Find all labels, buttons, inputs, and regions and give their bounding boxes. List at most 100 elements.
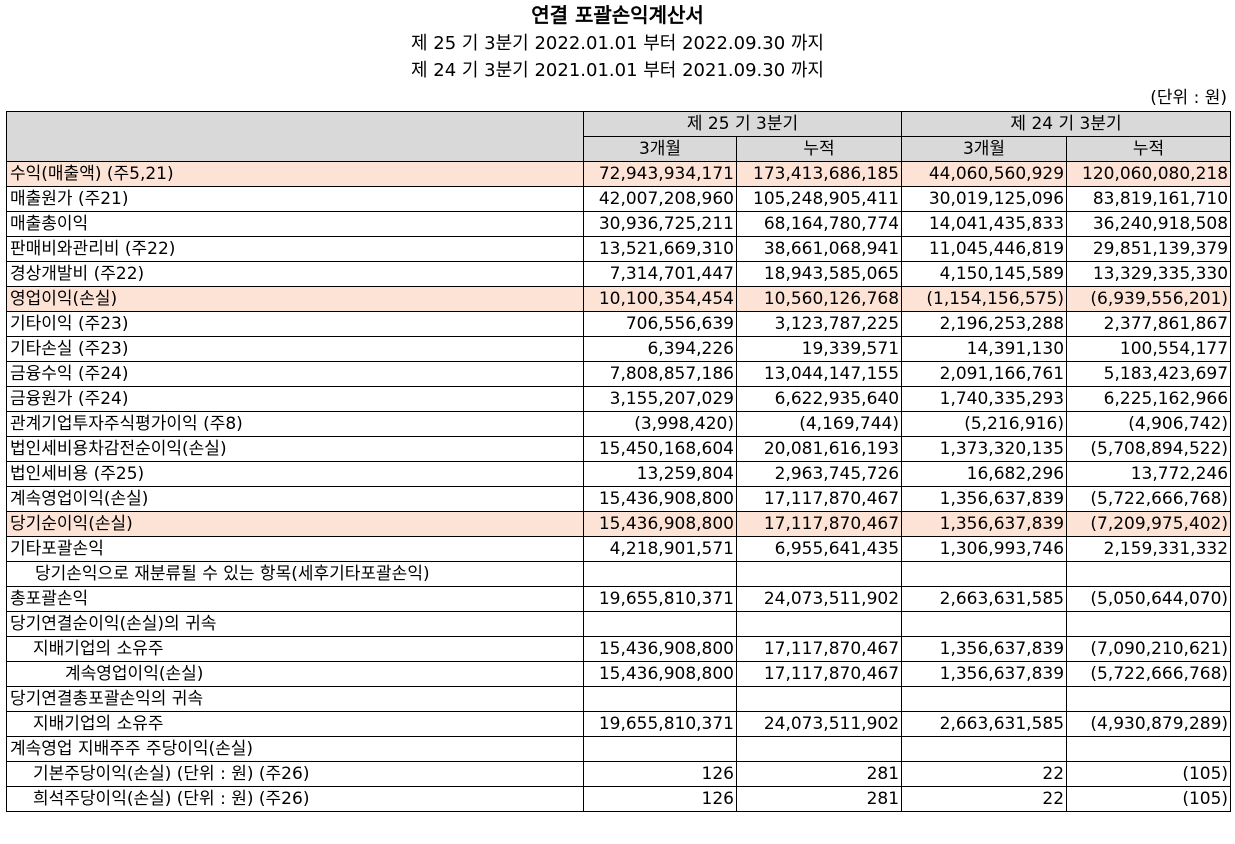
row-value: 19,655,810,371 — [583, 586, 737, 612]
row-value — [1066, 736, 1232, 762]
row-value: 4,218,901,571 — [583, 536, 737, 562]
table-row: 기본주당이익(손실) (단위 : 원) (주26) 126 281 22 (105) — [6, 761, 1232, 787]
row-label: 희석주당이익(손실) (단위 : 원) (주26) — [6, 786, 584, 812]
row-value: 281 — [735, 786, 903, 812]
row-label: 법인세비용 (주25) — [6, 461, 584, 487]
row-value: 13,772,246 — [1066, 461, 1232, 487]
row-value — [735, 611, 903, 637]
row-value: 105,248,905,411 — [735, 186, 903, 212]
row-value — [583, 686, 737, 712]
row-value: 42,007,208,960 — [583, 186, 737, 212]
row-value: 5,183,423,697 — [1066, 361, 1232, 387]
row-value: 68,164,780,774 — [735, 211, 903, 237]
row-label: 매출총이익 — [6, 211, 584, 237]
row-value: 6,622,935,640 — [735, 386, 903, 412]
row-label: 당기순이익(손실) — [6, 511, 584, 537]
row-value: 1,740,335,293 — [901, 386, 1068, 412]
row-value — [583, 561, 737, 587]
row-value: 7,808,857,186 — [583, 361, 737, 387]
table-row: 기타포괄손익 4,218,901,571 6,955,641,435 1,306,99… — [6, 536, 1232, 562]
table-row: 법인세비용 (주25) 13,259,804 2,963,745,726 16,682… — [6, 461, 1232, 487]
header-corner — [6, 111, 584, 162]
row-value: 10,100,354,454 — [583, 286, 737, 312]
row-label: 당기연결총포괄손익의 귀속 — [6, 686, 584, 712]
row-value: 11,045,446,819 — [901, 236, 1068, 262]
row-value: 15,436,908,800 — [583, 661, 737, 687]
table-row: 당기손익으로 재분류될 수 있는 항목(세후기타포괄손익) — [6, 561, 1232, 587]
unit-label: (단위 : 원) — [1150, 88, 1227, 108]
header-period-24: 제 24 기 3분기 — [901, 111, 1232, 137]
table-row: 판매비와관리비 (주22) 13,521,669,310 38,661,068,94… — [6, 236, 1232, 262]
table-row: 매출원가 (주21) 42,007,208,960 105,248,905,411 3… — [6, 186, 1232, 212]
row-label: 지배기업의 소유주 — [6, 636, 584, 662]
row-value: 17,117,870,467 — [735, 486, 903, 512]
table-row: 영업이익(손실) 10,100,354,454 10,560,126,768 (1,1… — [6, 286, 1232, 312]
header-24-three-month: 3개월 — [901, 136, 1068, 162]
header-25-cumulative: 누적 — [735, 136, 903, 162]
table-row: 경상개발비 (주22) 7,314,701,447 18,943,585,065 4,… — [6, 261, 1232, 287]
row-value: 1,356,637,839 — [901, 511, 1068, 537]
row-value: 2,159,331,332 — [1066, 536, 1232, 562]
row-value: 15,436,908,800 — [583, 511, 737, 537]
row-value: 44,060,560,929 — [901, 161, 1068, 187]
row-value — [735, 686, 903, 712]
row-value: 3,155,207,029 — [583, 386, 737, 412]
row-value: 2,963,745,726 — [735, 461, 903, 487]
table-row: 기타손실 (주23) 6,394,226 19,339,571 14,391,130 1… — [6, 336, 1232, 362]
row-value: 281 — [735, 761, 903, 787]
page-title: 연결 포괄손익계산서 — [531, 3, 704, 27]
row-value: (4,169,744) — [735, 411, 903, 437]
header-row-subcolumns: 3개월 누적 3개월 누적 — [7, 136, 1232, 162]
table-row: 기타이익 (주23) 706,556,639 3,123,787,225 2,196,… — [6, 311, 1232, 337]
row-value: 36,240,918,508 — [1066, 211, 1232, 237]
row-value: 83,819,161,710 — [1066, 186, 1232, 212]
row-value: 126 — [583, 786, 737, 812]
row-value: 19,655,810,371 — [583, 711, 737, 737]
table-row: 금융원가 (주24) 3,155,207,029 6,622,935,640 1,74… — [6, 386, 1232, 412]
row-value: 72,943,934,171 — [583, 161, 737, 187]
row-label: 관계기업투자주식평가이익 (주8) — [6, 411, 584, 437]
row-value: 1,306,993,746 — [901, 536, 1068, 562]
row-value: 13,259,804 — [583, 461, 737, 487]
row-label: 계속영업이익(손실) — [6, 486, 584, 512]
row-label: 총포괄손익 — [6, 586, 584, 612]
row-value: 173,413,686,185 — [735, 161, 903, 187]
period-current: 제 25 기 3분기 2022.01.01 부터 2022.09.30 까지 — [410, 33, 824, 54]
income-statement-table: 제 25 기 3분기 제 24 기 3분기 3개월 누적 3개월 누적 수익(매… — [6, 111, 1232, 812]
row-label: 당기손익으로 재분류될 수 있는 항목(세후기타포괄손익) — [6, 561, 584, 587]
row-value: 29,851,139,379 — [1066, 236, 1232, 262]
row-value: 13,329,335,330 — [1066, 261, 1232, 287]
row-value: 1,356,637,839 — [901, 486, 1068, 512]
table-row: 총포괄손익 19,655,810,371 24,073,511,902 2,663,6… — [6, 586, 1232, 612]
row-value: (4,930,879,289) — [1066, 711, 1232, 737]
period-prior: 제 24 기 3분기 2021.01.01 부터 2021.09.30 까지 — [410, 60, 824, 81]
row-label: 판매비와관리비 (주22) — [6, 236, 584, 262]
row-value: 17,117,870,467 — [735, 511, 903, 537]
row-value: 14,391,130 — [901, 336, 1068, 362]
row-label: 금융원가 (주24) — [6, 386, 584, 412]
row-value: 2,377,861,867 — [1066, 311, 1232, 337]
row-label: 경상개발비 (주22) — [6, 261, 584, 287]
row-value: 120,060,080,218 — [1066, 161, 1232, 187]
row-value — [583, 736, 737, 762]
row-value: 17,117,870,467 — [735, 661, 903, 687]
row-value: 6,225,162,966 — [1066, 386, 1232, 412]
header-row-periods: 제 25 기 3분기 제 24 기 3분기 — [6, 111, 1232, 162]
header-24-cumulative: 누적 — [1066, 136, 1232, 162]
row-value: (105) — [1066, 761, 1232, 787]
row-value: 10,560,126,768 — [735, 286, 903, 312]
row-value: (7,209,975,402) — [1066, 511, 1232, 537]
row-value: 6,955,641,435 — [735, 536, 903, 562]
table-row: 당기연결순이익(손실)의 귀속 — [6, 611, 1232, 637]
table-row: 지배기업의 소유주 19,655,810,371 24,073,511,902 2,6… — [6, 711, 1232, 737]
row-value — [735, 561, 903, 587]
table-row: 계속영업이익(손실) 15,436,908,800 17,117,870,467 1,… — [6, 661, 1232, 687]
row-label: 법인세비용차감전순이익(손실) — [6, 436, 584, 462]
row-value — [901, 561, 1068, 587]
row-label: 수익(매출액) (주5,21) — [6, 161, 584, 187]
row-label: 지배기업의 소유주 — [6, 711, 584, 737]
row-value: 1,373,320,135 — [901, 436, 1068, 462]
row-value: 30,019,125,096 — [901, 186, 1068, 212]
row-value: 38,661,068,941 — [735, 236, 903, 262]
row-value: 2,091,166,761 — [901, 361, 1068, 387]
